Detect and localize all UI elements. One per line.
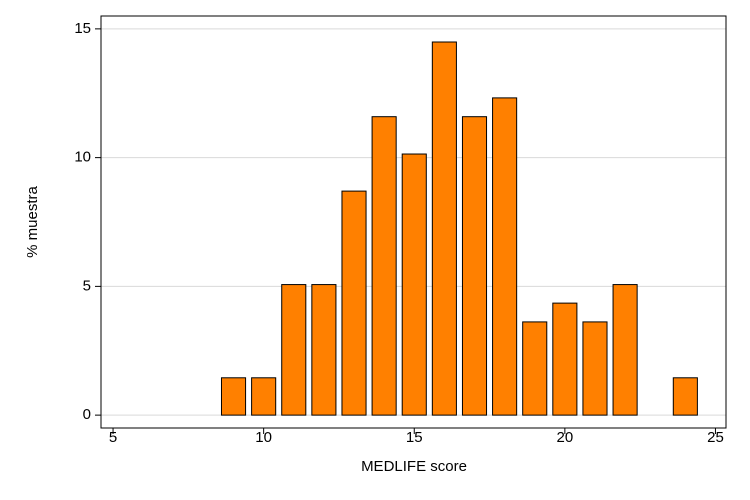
bar xyxy=(251,377,277,416)
y-tick-label: 10 xyxy=(74,149,91,166)
x-tick-label: 20 xyxy=(557,429,574,446)
x-tick-label: 25 xyxy=(707,429,724,446)
y-axis-label: % muestra xyxy=(24,186,41,258)
x-tick-label: 5 xyxy=(109,429,117,446)
bar xyxy=(492,97,518,416)
bar xyxy=(371,116,397,416)
bar xyxy=(612,284,638,416)
x-axis-label: MEDLIFE score xyxy=(361,458,467,475)
bar xyxy=(552,302,578,416)
bar xyxy=(311,284,337,416)
bar xyxy=(220,377,247,416)
bar xyxy=(431,41,457,416)
bar xyxy=(582,321,608,416)
x-tick-label: 15 xyxy=(406,429,423,446)
y-tick-label: 15 xyxy=(74,20,91,37)
bar xyxy=(341,190,367,416)
bar xyxy=(281,284,307,416)
x-tick-label: 10 xyxy=(255,429,272,446)
bar xyxy=(461,116,488,416)
bar xyxy=(522,321,548,416)
bar xyxy=(672,377,698,416)
y-tick-label: 5 xyxy=(83,277,91,294)
y-tick-label: 0 xyxy=(83,406,91,423)
bar xyxy=(401,153,427,416)
plot-frame xyxy=(100,15,727,429)
